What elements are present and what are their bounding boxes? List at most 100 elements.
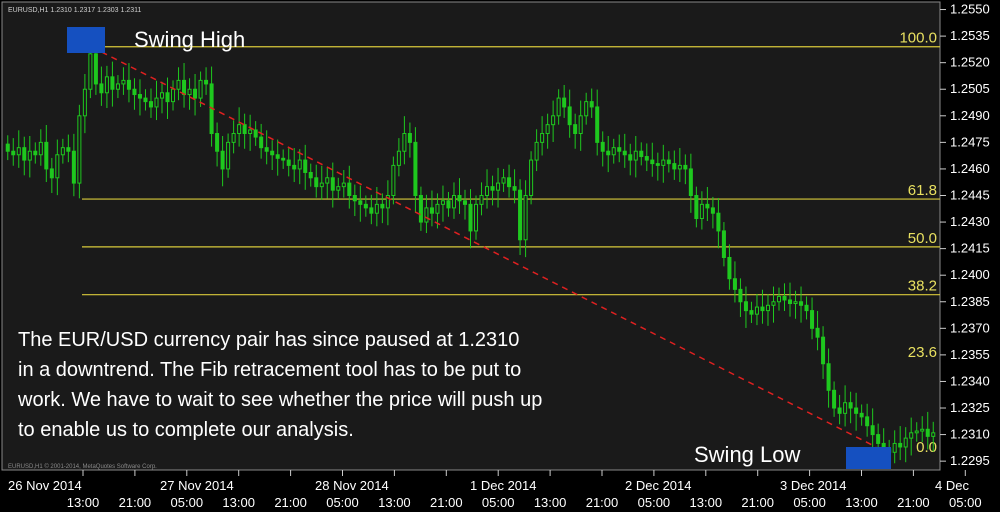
candle-body — [27, 150, 32, 161]
y-tick-label: 1.2400 — [950, 267, 990, 282]
candle-body — [540, 133, 545, 143]
candle-body — [198, 79, 203, 99]
candle-body — [429, 207, 434, 214]
candle-body — [727, 256, 732, 280]
candle-body — [44, 141, 49, 170]
swing-high-label: Swing High — [134, 27, 245, 52]
candle-body — [110, 76, 115, 90]
candle-body — [55, 154, 60, 179]
candle-body — [810, 310, 815, 329]
candle-body — [545, 124, 550, 135]
candle-body — [330, 177, 335, 191]
fib-label: 50.0 — [908, 230, 937, 247]
x-date-label: 28 Nov 2014 — [315, 478, 389, 493]
candle-body — [5, 143, 10, 152]
y-tick-label: 1.2535 — [950, 28, 990, 43]
candle-body — [237, 124, 242, 135]
y-tick-label: 1.2505 — [950, 81, 990, 96]
candle-body — [11, 150, 16, 156]
y-tick-label: 1.2325 — [950, 400, 990, 415]
candle-body — [60, 147, 65, 156]
candle-body — [815, 327, 820, 338]
description-line-3: work. We have to wait to see whether the… — [17, 389, 542, 411]
candle-body — [99, 83, 104, 94]
candle-body — [402, 133, 407, 152]
candle-body — [435, 203, 440, 214]
candle-body — [407, 133, 412, 143]
candle-body — [512, 186, 517, 191]
candle-body — [661, 159, 666, 166]
x-time-label: 21:00 — [430, 495, 463, 510]
candle-body — [666, 159, 671, 165]
candle-body — [799, 301, 804, 306]
candle-body — [297, 159, 302, 170]
candle-body — [396, 150, 401, 166]
candle-body — [380, 203, 385, 209]
candle-body — [556, 97, 561, 117]
candle-body — [655, 163, 660, 166]
y-tick-label: 1.2550 — [950, 2, 990, 17]
candle-body — [606, 150, 611, 156]
y-tick-label: 1.2490 — [950, 108, 990, 123]
x-date-label: 2 Dec 2014 — [625, 478, 692, 493]
candle-body — [176, 79, 181, 90]
candle-body — [765, 304, 770, 312]
candle-body — [231, 133, 236, 143]
candle-body — [628, 154, 633, 161]
candle-body — [264, 147, 269, 152]
candle-body — [490, 186, 495, 191]
candle-body — [501, 177, 506, 184]
fib-levels: 100.0 61.8 50.0 38.2 23.6 0.0 — [82, 30, 940, 456]
candle-body — [892, 442, 897, 453]
x-time-label: 21:00 — [586, 495, 619, 510]
candle-body — [716, 212, 721, 232]
candle-body — [832, 389, 837, 409]
candle-body — [721, 230, 726, 258]
candle-body — [584, 101, 589, 117]
price-axis: 1.2550 1.2535 1.2520 1.2505 1.2490 1.2475 1.24… — [940, 2, 990, 468]
candle-body — [787, 299, 793, 305]
candle-body — [534, 141, 539, 161]
swing-low-marker[interactable] — [846, 447, 891, 469]
candle-body — [171, 88, 176, 103]
x-time-label: 21:00 — [897, 495, 930, 510]
candle-body — [909, 432, 914, 439]
candle-body — [644, 156, 649, 161]
candle-body — [319, 182, 324, 188]
candle-body — [391, 164, 396, 196]
candle-body — [771, 301, 776, 306]
x-time-label: 05:00 — [326, 495, 359, 510]
candle-body — [837, 407, 842, 414]
candle-body — [821, 336, 826, 365]
swing-high-marker[interactable] — [67, 27, 105, 53]
candle-body — [303, 159, 308, 173]
candle-body — [898, 442, 903, 448]
candlesticks — [5, 40, 936, 467]
candle-body — [77, 115, 82, 184]
candle-body — [132, 88, 137, 96]
x-time-label: 21:00 — [741, 495, 774, 510]
candle-body — [16, 147, 21, 156]
y-tick-label: 1.2460 — [950, 161, 990, 176]
candle-body — [363, 203, 368, 209]
x-date-label: 4 Dec — [935, 478, 969, 493]
x-time-label: 05:00 — [171, 495, 204, 510]
candle-body — [182, 79, 187, 96]
candle-body — [325, 177, 330, 184]
candle-body — [876, 434, 881, 444]
x-time-label: 13:00 — [378, 495, 411, 510]
y-tick-label: 1.2340 — [950, 373, 990, 388]
description-line-2: in a downtrend. The Fib retracement tool… — [18, 359, 521, 381]
candle-body — [776, 295, 782, 303]
x-time-label: 05:00 — [638, 495, 671, 510]
candle-body — [622, 150, 627, 156]
candle-body — [925, 428, 930, 437]
candle-body — [600, 141, 605, 152]
candle-body — [154, 97, 159, 108]
candle-body — [336, 186, 341, 191]
candle-body — [38, 141, 43, 156]
candle-body — [826, 363, 831, 391]
candle-body — [699, 203, 704, 220]
y-tick-label: 1.2385 — [950, 294, 990, 309]
